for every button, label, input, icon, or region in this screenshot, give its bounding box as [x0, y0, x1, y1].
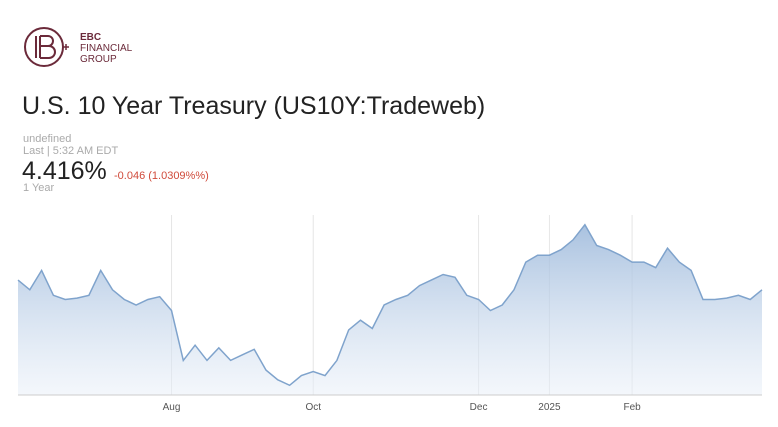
quote-change: -0.046 (1.0309%%) [114, 170, 209, 182]
quote-time: Last | 5:32 AM EDT [23, 145, 119, 157]
quote-period: 1 Year [23, 182, 55, 194]
logo-mark [24, 27, 69, 67]
x-tick-label: Dec [470, 402, 488, 413]
logo-text: FINANCIAL [80, 43, 133, 54]
quote-price: 4.416% [22, 157, 107, 185]
x-tick-label: 2025 [538, 402, 561, 413]
area [18, 224, 762, 395]
x-tick-label: Oct [305, 402, 321, 413]
chart-title: U.S. 10 Year Treasury (US10Y:Tradeweb) [22, 92, 486, 120]
logo-text: EBC [80, 32, 102, 43]
line [17, 223, 763, 387]
logo-text: GROUP [80, 54, 117, 65]
quote-name: undefined [23, 133, 72, 145]
x-tick-label: Feb [623, 402, 641, 413]
x-tick-label: Aug [163, 402, 181, 413]
